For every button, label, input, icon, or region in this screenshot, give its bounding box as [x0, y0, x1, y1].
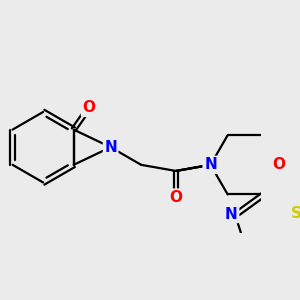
Text: N: N [204, 157, 217, 172]
Text: O: O [272, 157, 285, 172]
Text: O: O [169, 190, 182, 205]
Text: N: N [204, 157, 217, 172]
Text: O: O [82, 100, 95, 116]
Text: N: N [225, 207, 238, 222]
Text: N: N [104, 140, 117, 155]
Text: S: S [291, 206, 300, 221]
